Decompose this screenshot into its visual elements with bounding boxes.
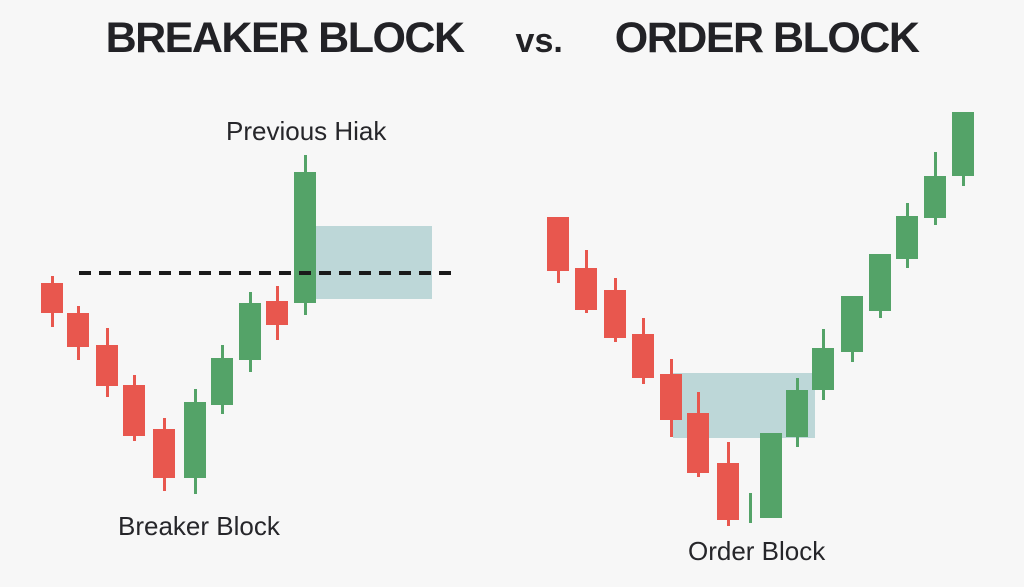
candlestick-bearish [153,429,175,478]
candlestick-bullish [748,493,752,523]
title-breaker-block: BREAKER BLOCK [105,14,465,62]
candlestick-bullish [184,402,206,478]
previous-high-dashed-line [79,271,458,275]
page-title: BREAKER BLOCK vs. ORDER BLOCK [0,14,1024,62]
candlestick-bullish [896,216,918,259]
candlestick-bullish [952,112,974,176]
candlestick-bearish [717,463,739,520]
candlestick-bearish [632,334,654,378]
candlestick-bullish [869,254,891,311]
previous-high-label: Previous Hiak [226,116,387,146]
breaker-block-zone [316,226,432,299]
breaker-block-label: Breaker Block [118,511,280,541]
candlestick-bearish [67,313,89,347]
candlestick-bullish [760,433,782,518]
candlestick-bullish [812,348,834,390]
candlestick-bearish [604,290,626,338]
candlestick-bearish [96,345,118,386]
candlestick-bullish [239,303,261,360]
candlestick-bullish [924,176,946,218]
candlestick-bearish [266,301,288,325]
candlestick-bullish [211,358,233,405]
candlestick-bearish [123,385,145,436]
order-block-label: Order Block [688,536,826,566]
candlestick-bearish [660,374,682,420]
title-vs: vs. [515,22,563,60]
candlestick-bullish [294,172,316,303]
title-order-block: ORDER BLOCK [614,14,920,62]
candlestick-bullish [841,296,863,352]
candlestick-bullish [786,390,808,437]
candlestick-bearish [547,217,569,271]
candlestick-bearish [687,413,709,473]
candlestick-bearish [41,283,63,313]
candlestick-bearish [575,268,597,310]
